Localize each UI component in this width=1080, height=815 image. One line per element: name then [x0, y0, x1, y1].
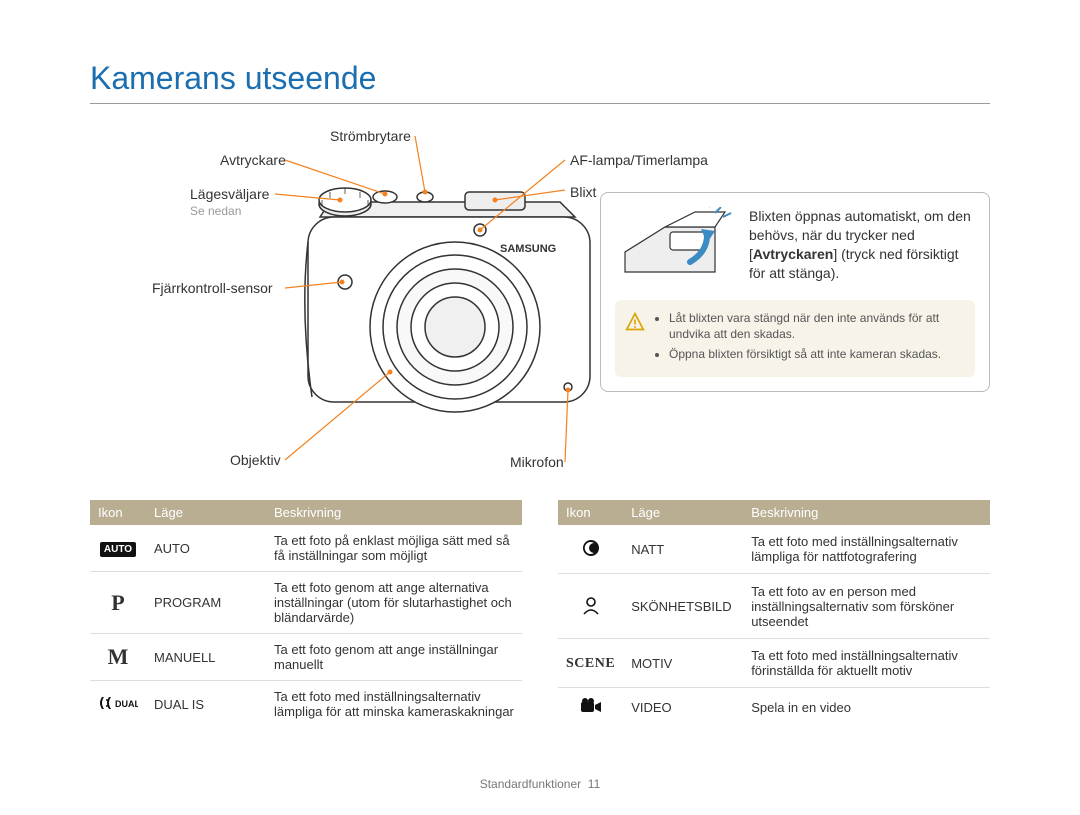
mode-tables: Ikon Läge Beskrivning AUTOAUTOTa ett fot… — [90, 500, 990, 727]
footer-label: Standardfunktioner — [480, 777, 581, 791]
mode-desc: Ta ett foto med inställningsalternativ l… — [266, 681, 522, 728]
camera-diagram: Strömbrytare Avtryckare Lägesväljare Se … — [90, 122, 990, 492]
mode-icon: DUAL — [90, 681, 146, 728]
table-row: SCENEMOTIVTa ett foto med inställningsal… — [558, 639, 990, 688]
flash-popup-illustration — [615, 207, 735, 287]
mode-table-left: Ikon Läge Beskrivning AUTOAUTOTa ett fot… — [90, 500, 522, 727]
svg-text:DUAL: DUAL — [115, 699, 138, 709]
table-row: VIDEOSpela in en video — [558, 688, 990, 727]
caution-item: Öppna blixten försiktigt så att inte kam… — [669, 346, 963, 362]
th-desc: Beskrivning — [743, 500, 990, 525]
mode-desc: Ta ett foto med inställningsalternativ l… — [743, 525, 990, 574]
mode-icon: P — [90, 572, 146, 634]
table-row: MMANUELLTa ett foto genom att ange instä… — [90, 634, 522, 681]
mode-name: DUAL IS — [146, 681, 266, 728]
mode-name: VIDEO — [623, 688, 743, 727]
svg-text:SAMSUNG: SAMSUNG — [500, 243, 556, 255]
label-shutter: Avtryckare — [220, 152, 286, 168]
table-row: PPROGRAMTa ett foto genom att ange alter… — [90, 572, 522, 634]
mode-icon: AUTO — [90, 525, 146, 572]
table-row: NATTTa ett foto med inställningsalternat… — [558, 525, 990, 574]
th-icon: Ikon — [90, 500, 146, 525]
label-remote: Fjärrkontroll-sensor — [152, 280, 273, 296]
mode-name: SKÖNHETSBILD — [623, 574, 743, 639]
label-mode-dial-text: Lägesväljare — [190, 186, 269, 202]
mode-desc: Ta ett foto genom att ange alternativa i… — [266, 572, 522, 634]
mode-icon: M — [90, 634, 146, 681]
mode-icon: SCENE — [558, 639, 623, 688]
flash-info-box: Blixten öppnas automatiskt, om den behöv… — [600, 192, 990, 392]
mode-desc: Ta ett foto genom att ange inställningar… — [266, 634, 522, 681]
caution-item: Låt blixten vara stängd när den inte anv… — [669, 310, 963, 342]
th-icon: Ikon — [558, 500, 623, 525]
mode-name: PROGRAM — [146, 572, 266, 634]
table-row: SKÖNHETSBILDTa ett foto av en person med… — [558, 574, 990, 639]
th-mode: Läge — [146, 500, 266, 525]
flash-text-bold: Avtryckaren — [753, 246, 833, 262]
caution-box: Låt blixten vara stängd när den inte anv… — [615, 300, 975, 377]
mode-name: NATT — [623, 525, 743, 574]
mode-name: AUTO — [146, 525, 266, 572]
mode-icon — [558, 525, 623, 574]
mode-icon — [558, 574, 623, 639]
mode-desc: Spela in en video — [743, 688, 990, 727]
mode-name: MANUELL — [146, 634, 266, 681]
page-footer: Standardfunktioner 11 — [0, 777, 1080, 791]
warning-icon — [625, 312, 645, 332]
mode-desc: Ta ett foto på enklast möjliga sätt med … — [266, 525, 522, 572]
mode-name: MOTIV — [623, 639, 743, 688]
label-mode-dial: Lägesväljare Se nedan — [190, 186, 269, 218]
footer-page-num: 11 — [588, 777, 600, 791]
th-desc: Beskrivning — [266, 500, 522, 525]
table-row: DUAL DUAL ISTa ett foto med inställningsa… — [90, 681, 522, 728]
th-mode: Läge — [623, 500, 743, 525]
label-lens: Objektiv — [230, 452, 281, 468]
mode-icon — [558, 688, 623, 727]
mode-table-right: Ikon Läge Beskrivning NATTTa ett foto me… — [558, 500, 990, 727]
label-power: Strömbrytare — [330, 128, 411, 144]
flash-description: Blixten öppnas automatiskt, om den behöv… — [749, 207, 975, 283]
table-row: AUTOAUTOTa ett foto på enklast möjliga s… — [90, 525, 522, 572]
mode-desc: Ta ett foto med inställningsalternativ f… — [743, 639, 990, 688]
label-mode-dial-sub: Se nedan — [190, 204, 241, 218]
page-title: Kamerans utseende — [90, 60, 990, 104]
label-mic: Mikrofon — [510, 454, 564, 470]
camera-illustration: SAMSUNG — [300, 162, 610, 452]
mode-desc: Ta ett foto av en person med inställning… — [743, 574, 990, 639]
